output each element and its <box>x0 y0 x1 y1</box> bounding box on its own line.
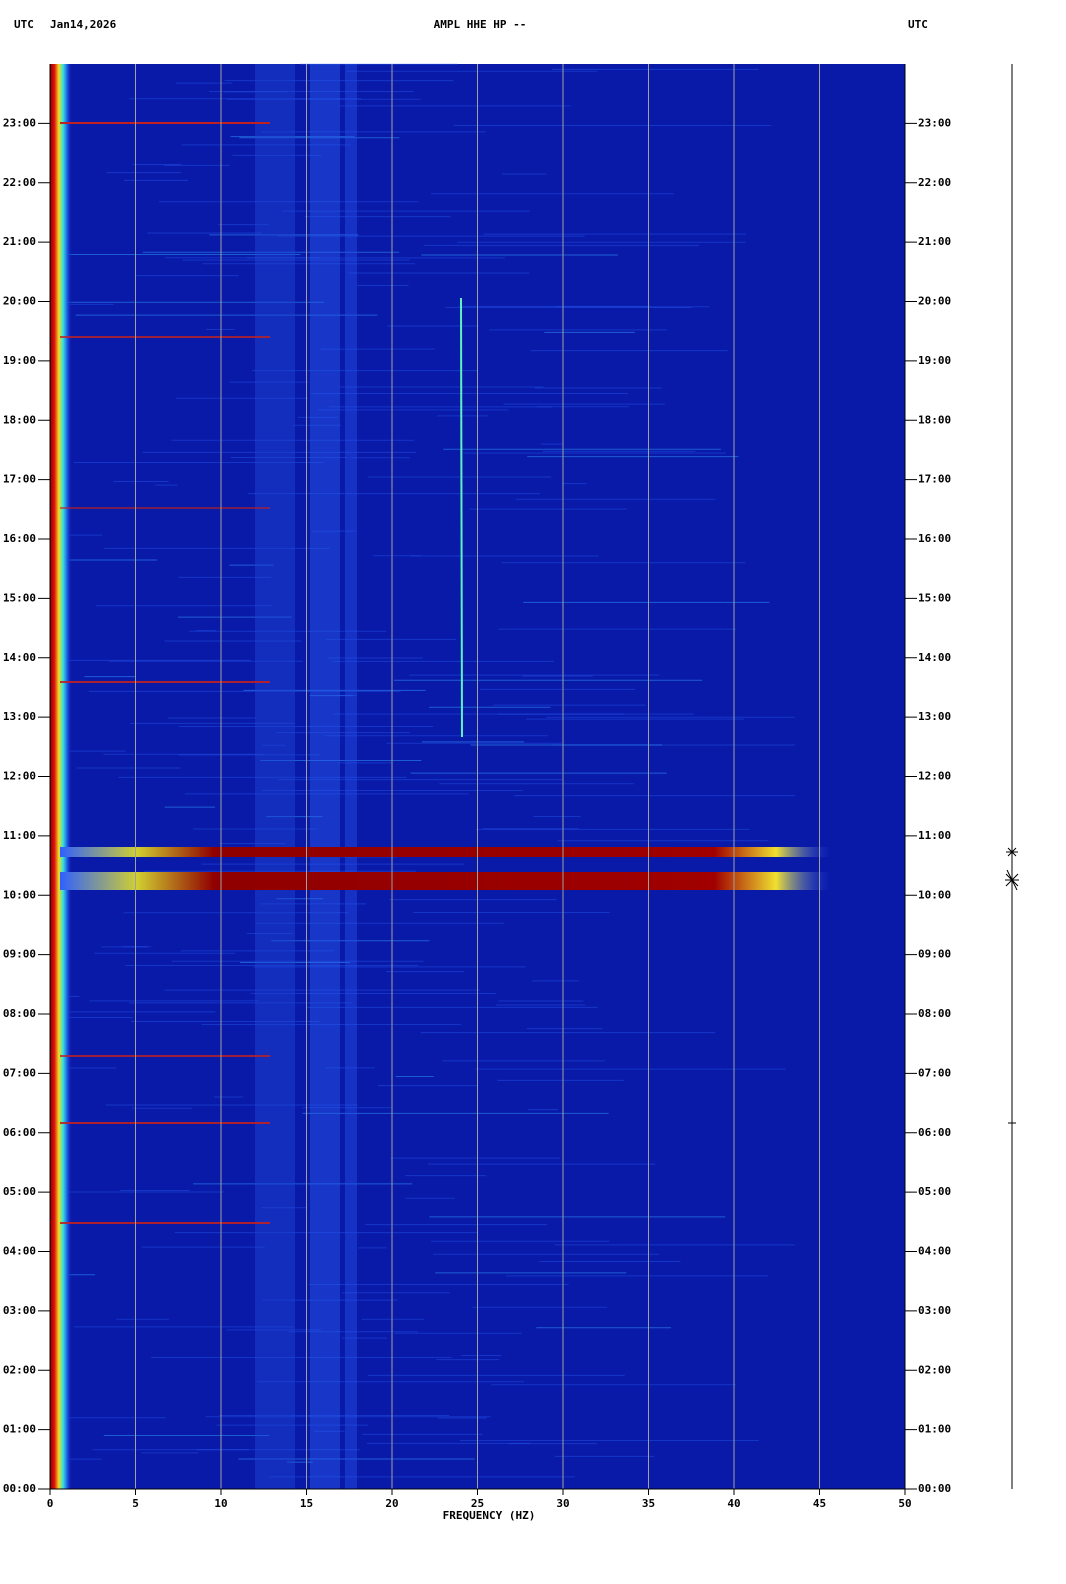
seismogram-trace <box>1005 64 1019 1489</box>
drift-line <box>460 297 463 738</box>
y-tick-label: 01:00 <box>918 1423 951 1436</box>
y-tick-label: 12:00 <box>918 770 951 783</box>
x-tick-label: 40 <box>727 1497 740 1510</box>
y-tick-label: 19:00 <box>3 354 36 367</box>
y-tick-label: 05:00 <box>3 1185 36 1198</box>
x-tick-label: 50 <box>898 1497 911 1510</box>
chart-title: AMPL HHE HP -- <box>434 18 527 31</box>
y-tick-label: 08:00 <box>918 1007 951 1020</box>
x-tick-label: 45 <box>813 1497 826 1510</box>
y-tick-label: 13:00 <box>3 710 36 723</box>
y-tick-label: 22:00 <box>918 176 951 189</box>
texture-column <box>345 64 357 1489</box>
y-tick-label: 18:00 <box>3 413 36 426</box>
y-tick-label: 06:00 <box>918 1126 951 1139</box>
x-tick-label: 5 <box>132 1497 139 1510</box>
y-tick-label: 17:00 <box>918 473 951 486</box>
y-tick-label: 10:00 <box>918 888 951 901</box>
y-tick-label: 02:00 <box>918 1363 951 1376</box>
y-tick-label: 23:00 <box>918 116 951 129</box>
y-tick-label: 03:00 <box>3 1304 36 1317</box>
y-tick-label: 11:00 <box>918 829 951 842</box>
y-tick-label: 19:00 <box>918 354 951 367</box>
timezone-left: UTC <box>14 18 34 31</box>
x-tick-label: 25 <box>471 1497 484 1510</box>
x-tick-label: 15 <box>300 1497 313 1510</box>
y-tick-label: 20:00 <box>918 295 951 308</box>
y-tick-label: 18:00 <box>918 413 951 426</box>
y-tick-label: 12:00 <box>3 770 36 783</box>
y-tick-label: 04:00 <box>918 1245 951 1258</box>
y-tick-label: 00:00 <box>3 1482 36 1495</box>
y-tick-label: 05:00 <box>918 1185 951 1198</box>
y-tick-label: 22:00 <box>3 176 36 189</box>
y-tick-label: 20:00 <box>3 295 36 308</box>
y-tick-label: 04:00 <box>3 1245 36 1258</box>
y-tick-label: 21:00 <box>918 235 951 248</box>
x-tick-label: 20 <box>385 1497 398 1510</box>
y-tick-label: 00:00 <box>918 1482 951 1495</box>
texture-column <box>255 64 295 1489</box>
x-tick-label: 10 <box>214 1497 227 1510</box>
y-tick-label: 14:00 <box>3 651 36 664</box>
y-tick-label: 10:00 <box>3 888 36 901</box>
y-tick-label: 15:00 <box>3 591 36 604</box>
x-tick-label: 35 <box>642 1497 655 1510</box>
y-tick-label: 03:00 <box>918 1304 951 1317</box>
timezone-right: UTC <box>908 18 928 31</box>
y-tick-label: 21:00 <box>3 235 36 248</box>
y-tick-label: 01:00 <box>3 1423 36 1436</box>
y-tick-label: 09:00 <box>3 948 36 961</box>
date: Jan14,2026 <box>50 18 117 31</box>
y-tick-label: 06:00 <box>3 1126 36 1139</box>
y-tick-label: 11:00 <box>3 829 36 842</box>
y-tick-label: 14:00 <box>918 651 951 664</box>
texture-column <box>310 64 340 1489</box>
x-axis-label: FREQUENCY (HZ) <box>443 1509 536 1522</box>
event-band <box>60 872 830 890</box>
x-tick-label: 0 <box>47 1497 54 1510</box>
y-tick-label: 16:00 <box>3 532 36 545</box>
y-tick-label: 07:00 <box>918 1066 951 1079</box>
y-tick-label: 08:00 <box>3 1007 36 1020</box>
y-tick-label: 15:00 <box>918 591 951 604</box>
y-tick-label: 02:00 <box>3 1363 36 1376</box>
low-frequency-band <box>50 64 72 1489</box>
y-tick-label: 16:00 <box>918 532 951 545</box>
event-band <box>60 847 830 857</box>
y-tick-label: 13:00 <box>918 710 951 723</box>
y-tick-label: 23:00 <box>3 116 36 129</box>
x-tick-label: 30 <box>556 1497 569 1510</box>
y-tick-label: 09:00 <box>918 948 951 961</box>
y-tick-label: 17:00 <box>3 473 36 486</box>
y-tick-label: 07:00 <box>3 1066 36 1079</box>
